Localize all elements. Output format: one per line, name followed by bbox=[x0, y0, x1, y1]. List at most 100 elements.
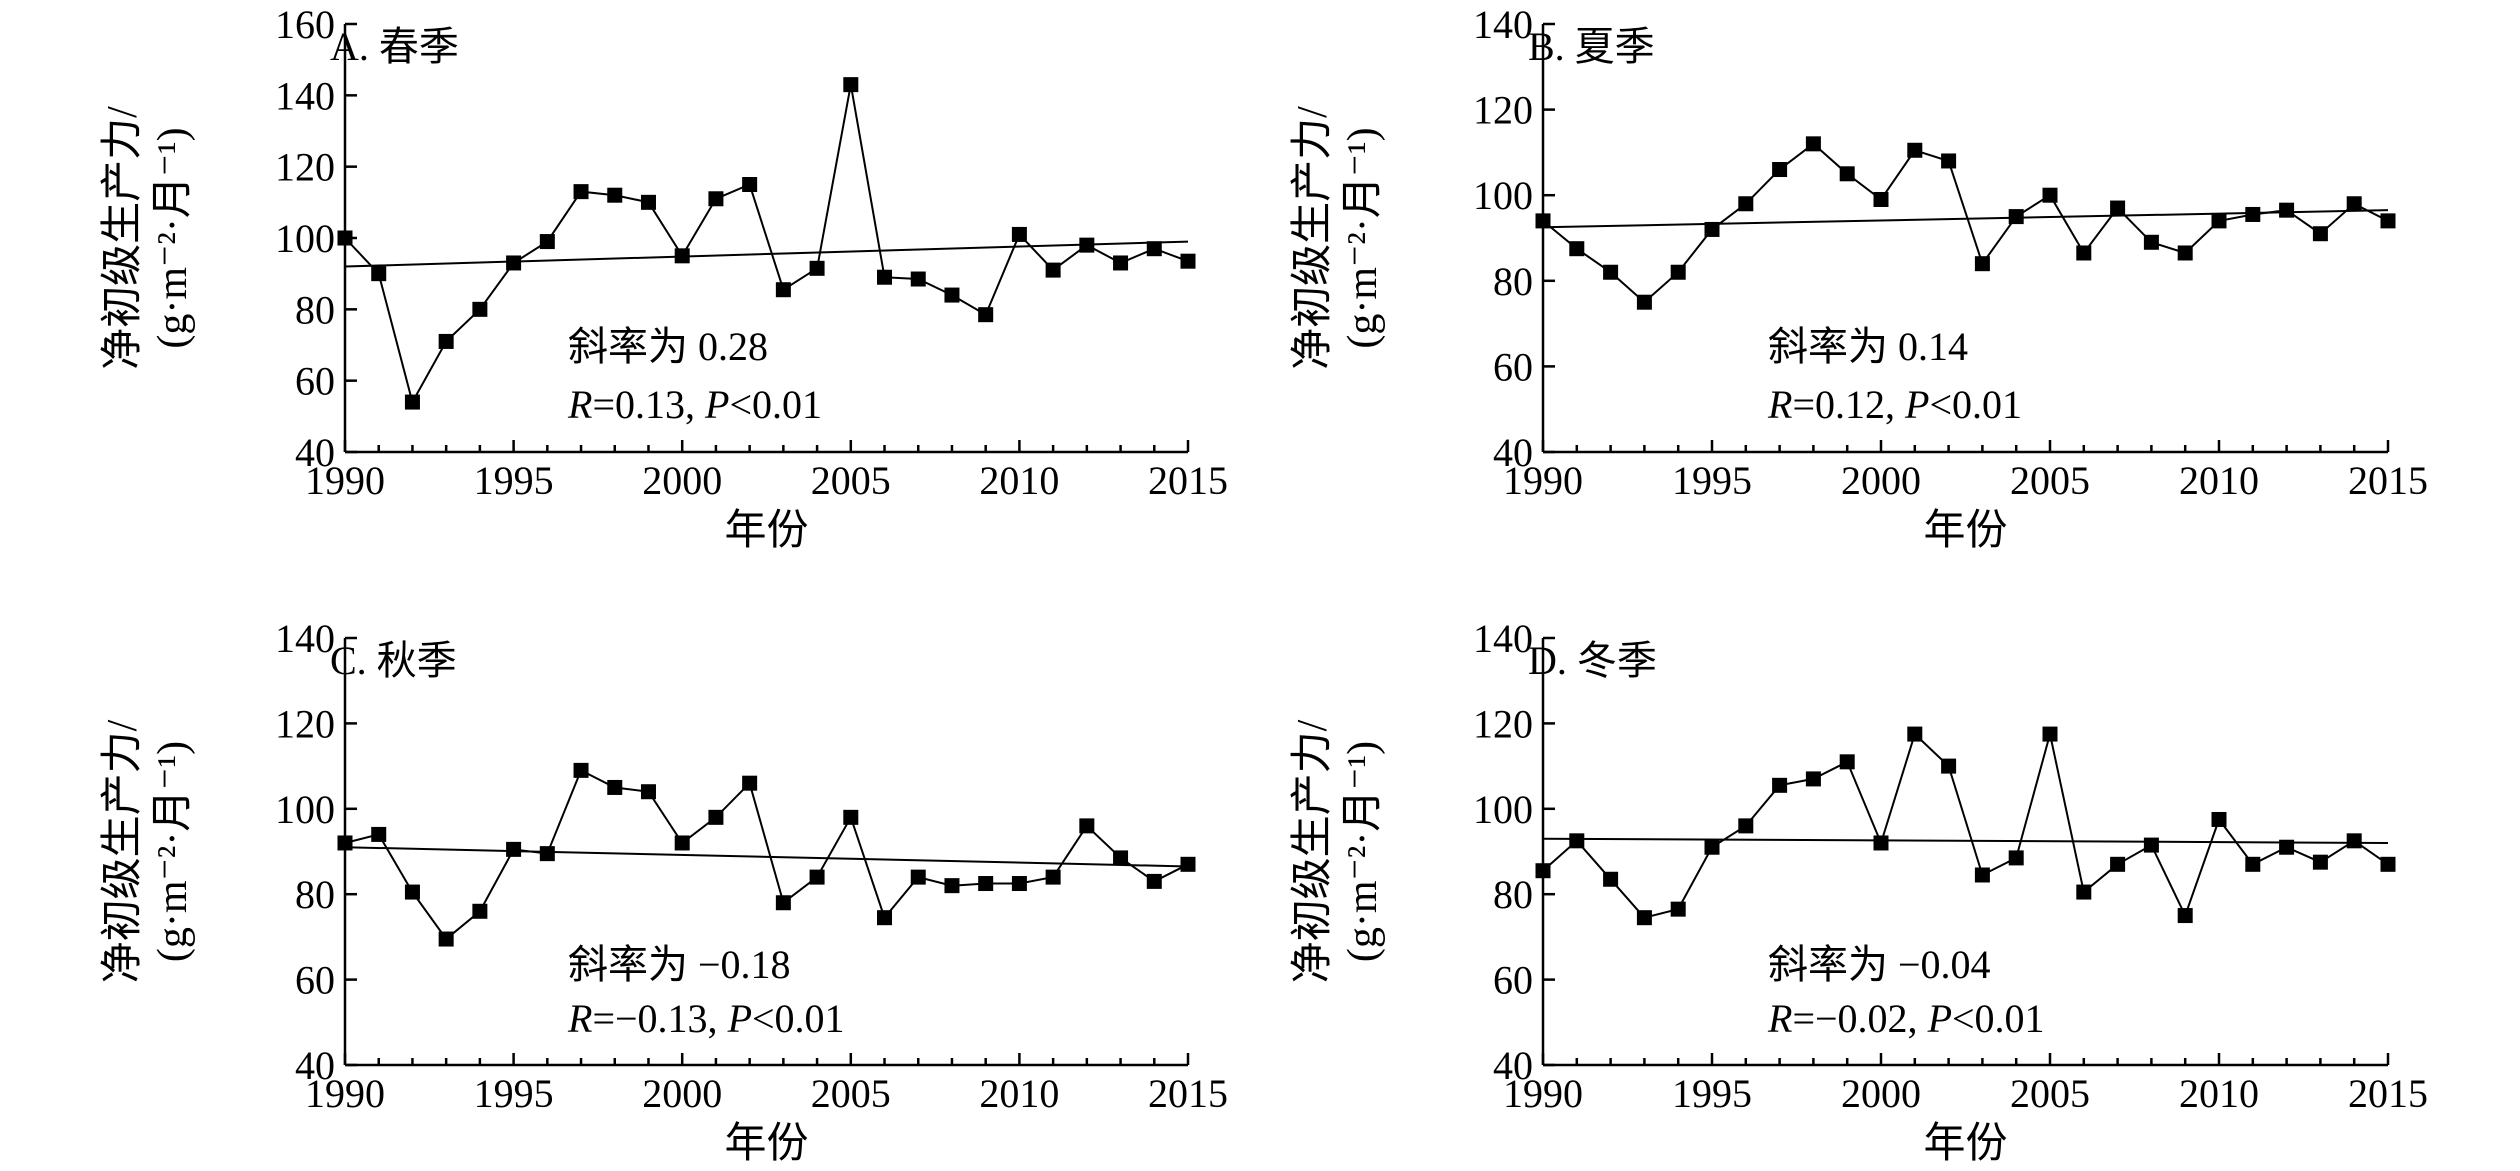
x-tick-label: 2005 bbox=[811, 458, 891, 503]
data-point bbox=[1603, 871, 1619, 887]
slope-annotation: 斜率为 0.28 bbox=[568, 324, 768, 369]
x-axis-title: 年份 bbox=[724, 1120, 808, 1167]
data-point bbox=[438, 931, 454, 947]
y-axis-title-line2: (g·m⁻²·月⁻¹) bbox=[1340, 741, 1386, 962]
data-point bbox=[2312, 854, 2328, 870]
x-tick-label: 1995 bbox=[1672, 1071, 1752, 1116]
data-point bbox=[978, 876, 994, 892]
x-tick-label: 1995 bbox=[1672, 458, 1752, 503]
data-point bbox=[640, 194, 656, 210]
data-point bbox=[1839, 166, 1855, 182]
data-point bbox=[506, 841, 522, 857]
data-point bbox=[2042, 726, 2058, 742]
x-axis-title: 年份 bbox=[1923, 507, 2007, 554]
data-point bbox=[2380, 213, 2396, 229]
data-point bbox=[2211, 213, 2227, 229]
x-tick-label: 2010 bbox=[979, 1071, 1059, 1116]
y-axis-title-line2: (g·m⁻²·月⁻¹) bbox=[1340, 127, 1386, 348]
data-point bbox=[1670, 901, 1686, 917]
data-point bbox=[1738, 196, 1754, 212]
y-tick-label: 40 bbox=[295, 430, 335, 475]
data-point bbox=[2279, 202, 2295, 218]
data-point bbox=[910, 869, 926, 885]
data-point bbox=[944, 878, 960, 894]
data-point bbox=[371, 266, 387, 282]
x-tick-label: 1990 bbox=[1503, 1071, 1583, 1116]
series-line bbox=[1542, 732, 2389, 919]
data-point bbox=[1704, 221, 1720, 237]
x-tick-label: 2000 bbox=[1841, 458, 1921, 503]
data-point bbox=[1113, 850, 1129, 866]
data-point bbox=[1045, 262, 1061, 278]
y-tick-label: 60 bbox=[295, 958, 335, 1003]
data-point bbox=[1079, 237, 1095, 253]
data-point bbox=[708, 809, 724, 825]
y-axis-title-line1: 净初级生产力/ bbox=[100, 719, 146, 983]
y-tick-label: 80 bbox=[295, 872, 335, 917]
data-point bbox=[843, 809, 859, 825]
data-point bbox=[1941, 758, 1957, 774]
y-tick-label: 100 bbox=[275, 216, 335, 261]
data-point bbox=[2076, 884, 2092, 900]
stats-annotation: R=−0.13, P<0.01 bbox=[567, 996, 845, 1041]
data-point bbox=[2076, 245, 2092, 261]
data-point bbox=[843, 77, 859, 93]
y-tick-label: 80 bbox=[1493, 872, 1533, 917]
y-tick-label: 100 bbox=[1473, 787, 1533, 832]
y-tick-label: 60 bbox=[295, 359, 335, 404]
data-point bbox=[472, 301, 488, 317]
data-point bbox=[809, 869, 825, 885]
data-point bbox=[1873, 191, 1889, 207]
x-tick-label: 2005 bbox=[2010, 458, 2090, 503]
x-tick-label: 2005 bbox=[2010, 1071, 2090, 1116]
data-point bbox=[1011, 226, 1027, 242]
data-point bbox=[2008, 209, 2024, 225]
data-point bbox=[1873, 835, 1889, 851]
y-tick-label: 80 bbox=[1493, 259, 1533, 304]
data-point bbox=[2279, 839, 2295, 855]
stats-annotation: R=0.12, P<0.01 bbox=[1767, 382, 2022, 427]
data-point bbox=[2110, 200, 2126, 216]
data-point bbox=[674, 835, 690, 851]
y-tick-label: 140 bbox=[1473, 2, 1533, 47]
data-point bbox=[2380, 856, 2396, 872]
y-tick-label: 60 bbox=[1493, 958, 1533, 1003]
slope-annotation: 斜率为 −0.04 bbox=[1768, 942, 1991, 987]
data-point bbox=[1079, 818, 1095, 834]
data-point bbox=[2042, 187, 2058, 203]
data-point bbox=[1011, 876, 1027, 892]
y-tick-label: 60 bbox=[1493, 344, 1533, 389]
x-tick-label: 1990 bbox=[1503, 458, 1583, 503]
data-point bbox=[2346, 833, 2362, 849]
data-point bbox=[2211, 811, 2227, 827]
data-point bbox=[877, 269, 893, 285]
data-point bbox=[2143, 837, 2159, 853]
y-axis-title-line1: 净初级生产力/ bbox=[1290, 106, 1336, 370]
data-point bbox=[539, 234, 555, 250]
data-point bbox=[1805, 771, 1821, 787]
data-point bbox=[1113, 255, 1129, 271]
y-axis-title-line2: (g·m⁻²·月⁻¹) bbox=[150, 127, 196, 348]
x-tick-label: 2000 bbox=[1841, 1071, 1921, 1116]
x-tick-label: 2015 bbox=[1148, 458, 1228, 503]
data-point bbox=[2312, 226, 2328, 242]
data-point bbox=[2177, 245, 2193, 261]
series-line bbox=[344, 769, 1189, 941]
y-tick-label: 140 bbox=[275, 73, 335, 118]
data-point bbox=[1180, 253, 1196, 269]
data-point bbox=[1603, 264, 1619, 280]
data-point bbox=[775, 282, 791, 298]
data-point bbox=[1772, 162, 1788, 178]
data-point bbox=[506, 255, 522, 271]
x-tick-label: 1995 bbox=[474, 458, 554, 503]
data-point bbox=[2346, 196, 2362, 212]
data-point bbox=[775, 895, 791, 911]
data-point bbox=[1636, 294, 1652, 310]
x-tick-label: 1990 bbox=[305, 1071, 385, 1116]
data-point bbox=[742, 177, 758, 192]
data-point bbox=[2245, 206, 2261, 222]
y-tick-label: 120 bbox=[1473, 88, 1533, 133]
y-tick-label: 160 bbox=[275, 2, 335, 47]
x-tick-label: 2000 bbox=[642, 1071, 722, 1116]
